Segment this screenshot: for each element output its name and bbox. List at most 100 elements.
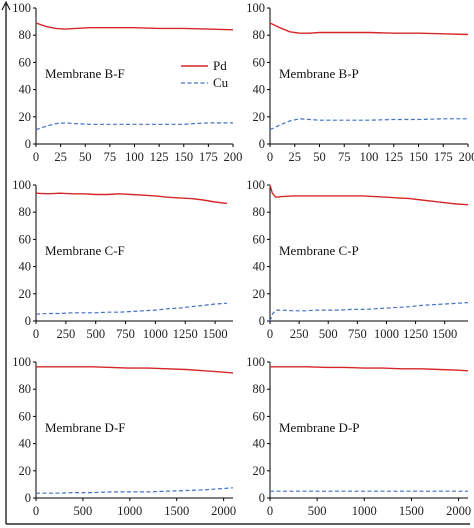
x-tick-label: 500 — [308, 504, 327, 518]
y-tick-label: 60 — [253, 232, 266, 246]
series-line-pd — [36, 366, 234, 374]
x-tick-label: 150 — [174, 150, 193, 164]
legend-pd-label: Pd — [213, 58, 227, 73]
y-tick-label: 0 — [259, 491, 265, 505]
series-line-pd — [269, 22, 469, 36]
figure-arrow-icon — [1, 0, 11, 11]
chart-panel-1: 0 20 40 60 80 100 0 25 50 75 100 125 150 175 200 Membra… — [12, 1, 242, 164]
x-tick-label: 200 — [459, 150, 474, 164]
x-tick-label: 50 — [313, 150, 326, 164]
panel-label: Membrane D-P — [279, 420, 360, 435]
x-tick-label: 0 — [267, 504, 273, 518]
x-tick-label: 100 — [360, 150, 379, 164]
x-tick-label: 1500 — [164, 504, 189, 518]
series-line-pd — [269, 184, 469, 206]
legend-cu-label: Cu — [213, 75, 229, 90]
y-tick-label: 100 — [12, 355, 31, 369]
y-tick-label: 100 — [12, 178, 31, 192]
y-tick-label: 80 — [253, 205, 266, 219]
x-tick-label: 1000 — [143, 327, 168, 341]
x-tick-label: 1000 — [117, 504, 142, 518]
y-tick-label: 20 — [19, 464, 32, 478]
series-line-pd — [35, 22, 234, 31]
series-line-cu — [35, 302, 228, 315]
y-tick-label: 60 — [19, 409, 32, 423]
series-line-pd — [270, 366, 469, 372]
series-line-cu — [36, 487, 234, 494]
y-tick-label: 20 — [19, 110, 32, 124]
y-tick-label: 0 — [259, 137, 265, 151]
x-tick-label: 250 — [290, 327, 309, 341]
x-tick-label: 0 — [267, 150, 273, 164]
x-tick-label: 1000 — [374, 327, 399, 341]
x-tick-label: 125 — [384, 150, 403, 164]
y-tick-label: 80 — [19, 28, 32, 42]
x-tick-label: 2000 — [446, 504, 471, 518]
y-tick-label: 40 — [253, 83, 266, 97]
y-tick-label: 40 — [19, 437, 32, 451]
y-tick-label: 40 — [19, 83, 32, 97]
x-tick-label: 1500 — [399, 504, 424, 518]
x-tick-label: 75 — [338, 150, 351, 164]
x-tick-label: 0 — [33, 327, 39, 341]
y-tick-label: 80 — [253, 28, 266, 42]
y-tick-label: 20 — [253, 287, 266, 301]
x-tick-label: 250 — [56, 327, 75, 341]
y-tick-label: 60 — [19, 55, 32, 69]
x-tick-label: 1000 — [352, 504, 377, 518]
y-tick-label: 60 — [253, 55, 266, 69]
y-tick-label: 20 — [19, 287, 32, 301]
y-tick-label: 100 — [12, 1, 31, 15]
x-tick-label: 200 — [224, 150, 243, 164]
panel-label: Membrane C-P — [279, 243, 359, 258]
x-tick-label: 150 — [409, 150, 428, 164]
y-tick-label: 100 — [246, 178, 265, 192]
x-tick-label: 500 — [86, 327, 105, 341]
x-tick-label: 1250 — [173, 327, 198, 341]
x-tick-label: 75 — [104, 150, 117, 164]
panel-label: Membrane D-F — [45, 420, 126, 435]
y-tick-label: 60 — [19, 232, 32, 246]
y-tick-label: 60 — [253, 409, 266, 423]
y-tick-label: 80 — [253, 382, 266, 396]
x-tick-label: 500 — [74, 504, 93, 518]
y-tick-label: 40 — [253, 260, 266, 274]
panel-label: Membrane B-P — [279, 66, 359, 81]
x-tick-label: 0 — [33, 504, 39, 518]
x-tick-label: 50 — [79, 150, 92, 164]
x-tick-label: 175 — [199, 150, 218, 164]
series-line-cu — [269, 302, 469, 322]
y-tick-label: 0 — [259, 314, 265, 328]
y-tick-label: 40 — [253, 437, 266, 451]
y-tick-label: 80 — [19, 382, 32, 396]
series-line-pd — [35, 192, 228, 205]
y-tick-label: 20 — [253, 464, 266, 478]
x-tick-label: 500 — [319, 327, 338, 341]
x-tick-label: 750 — [116, 327, 135, 341]
chart-panel-2: 0 20 40 60 80 100 0 25 50 75 100 125 150 175 200 Membra… — [246, 1, 474, 164]
x-tick-label: 25 — [54, 150, 67, 164]
x-tick-label: 1500 — [203, 327, 228, 341]
x-tick-label: 0 — [267, 327, 273, 341]
y-tick-label: 20 — [253, 110, 266, 124]
y-tick-label: 0 — [25, 137, 31, 151]
x-tick-label: 100 — [125, 150, 144, 164]
x-tick-label: 2000 — [211, 504, 236, 518]
series-line-cu — [269, 118, 468, 131]
y-tick-label: 40 — [19, 260, 32, 274]
y-tick-label: 100 — [246, 355, 265, 369]
legend: Pd Cu — [181, 58, 229, 90]
x-tick-label: 175 — [434, 150, 453, 164]
y-tick-label: 100 — [246, 1, 265, 15]
series-line-cu — [35, 122, 233, 131]
x-tick-label: 25 — [289, 150, 302, 164]
y-tick-label: 80 — [19, 205, 32, 219]
x-tick-label: 1500 — [432, 327, 457, 341]
x-tick-label: 0 — [33, 150, 39, 164]
panel-label: Membrane C-F — [45, 243, 125, 258]
